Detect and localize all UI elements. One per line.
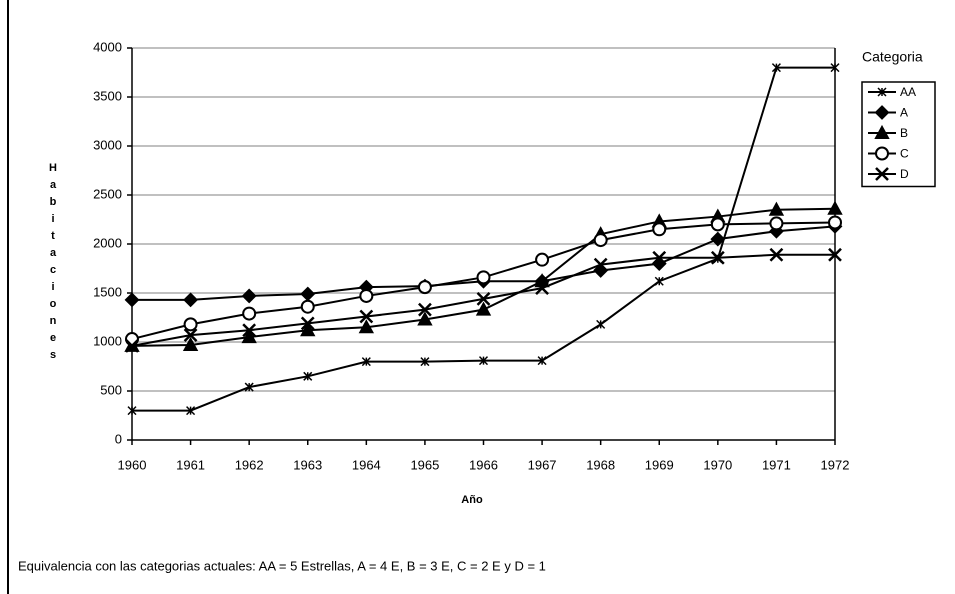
point-marker [417, 280, 432, 295]
x-tick-label: 1965 [410, 457, 439, 472]
point-marker [593, 233, 608, 248]
point-marker [303, 371, 313, 381]
y-tick-label: 1500 [93, 284, 122, 299]
point-marker [476, 270, 491, 285]
legend-label: D [900, 167, 909, 181]
point-marker [535, 252, 550, 267]
point-marker [300, 322, 316, 337]
x-tick-label: 1970 [703, 457, 732, 472]
point-marker [478, 356, 489, 366]
x-axis-title: Año [461, 494, 483, 506]
legend-box [861, 81, 936, 188]
point-marker [710, 217, 725, 232]
point-marker [358, 319, 375, 334]
point-marker [300, 299, 315, 314]
legend-marker [874, 124, 890, 139]
point-marker [359, 288, 374, 303]
point-marker [827, 200, 843, 215]
legend-marker [875, 167, 889, 181]
point-marker [769, 247, 784, 262]
y-tick-label: 0 [115, 431, 122, 446]
point-marker [828, 247, 842, 262]
series-line [132, 225, 836, 301]
point-marker [654, 276, 664, 286]
x-tick-label: 1972 [821, 457, 850, 472]
y-tick-label: 3000 [93, 137, 122, 152]
point-marker [476, 291, 491, 306]
point-marker [300, 316, 315, 331]
y-tick-label: 500 [100, 382, 122, 397]
point-marker [769, 216, 784, 231]
point-marker [241, 288, 257, 304]
point-marker [828, 215, 842, 230]
point-marker [300, 286, 316, 302]
y-tick-label: 2500 [93, 186, 122, 201]
point-marker [768, 201, 785, 216]
x-tick-label: 1964 [352, 457, 381, 472]
y-tick-label: 1000 [93, 333, 122, 348]
point-marker [593, 257, 608, 272]
point-marker [361, 357, 371, 367]
x-tick-label: 1969 [645, 457, 674, 472]
legend-label: AA [900, 85, 916, 99]
point-marker [771, 63, 781, 73]
point-marker [183, 317, 198, 332]
point-marker [830, 63, 840, 73]
y-tick-label: 3500 [93, 88, 122, 103]
x-tick-label: 1967 [528, 457, 557, 472]
point-marker [125, 339, 139, 353]
point-marker [182, 336, 199, 351]
x-tick-label: 1966 [469, 457, 498, 472]
legend-marker [874, 105, 890, 120]
point-marker [359, 309, 374, 324]
footnote: Equivalencia con las categorias actuales… [18, 558, 546, 573]
point-marker [242, 323, 257, 338]
x-tick-label: 1971 [762, 457, 791, 472]
point-marker [241, 329, 257, 344]
legend-marker [877, 87, 887, 97]
point-marker [475, 301, 492, 316]
legend-label: C [900, 147, 909, 161]
y-tick-label: 4000 [93, 39, 122, 54]
legend-title: Categoria [862, 49, 923, 65]
point-marker [244, 382, 254, 392]
point-marker [242, 306, 257, 321]
x-tick-label: 1968 [586, 457, 615, 472]
point-marker [537, 356, 547, 366]
point-marker [183, 292, 198, 308]
legend-label: A [900, 106, 908, 120]
point-marker [124, 292, 140, 308]
x-tick-label: 1961 [176, 457, 205, 472]
point-marker [420, 357, 430, 367]
point-marker [652, 250, 667, 265]
point-marker [127, 406, 137, 416]
point-marker [186, 406, 196, 416]
point-marker [418, 302, 432, 317]
legend-marker [875, 146, 889, 161]
point-marker [652, 222, 667, 237]
x-tick-label: 1960 [118, 457, 147, 472]
x-tick-label: 1962 [235, 457, 264, 472]
y-axis-title: Habitaciones [47, 162, 59, 366]
point-marker [535, 281, 549, 295]
point-marker [710, 231, 726, 247]
point-marker [596, 319, 606, 329]
point-marker [417, 311, 433, 326]
point-marker [183, 328, 198, 343]
point-marker [710, 250, 725, 265]
legend-label: B [900, 126, 908, 140]
y-tick-label: 2000 [93, 235, 122, 250]
x-tick-label: 1963 [293, 457, 322, 472]
